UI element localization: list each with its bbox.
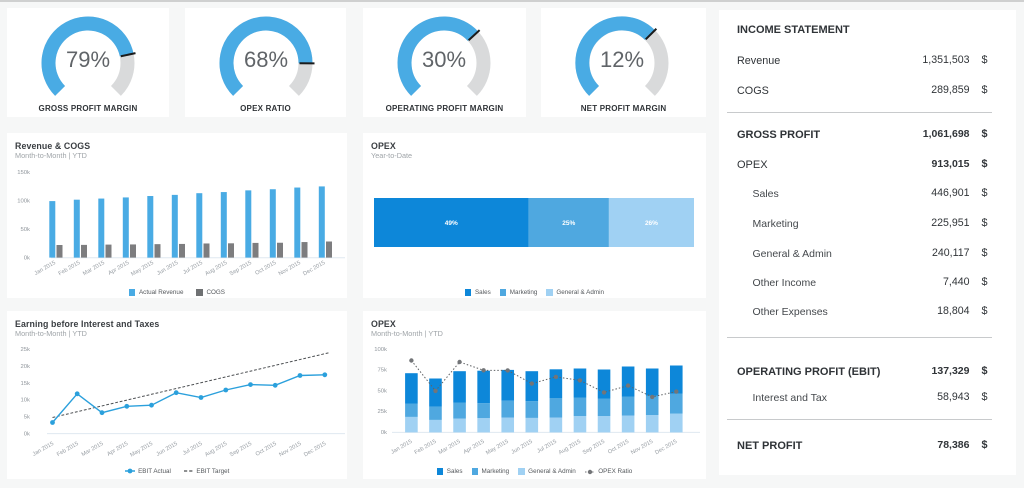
- svg-text:Jan 2015: Jan 2015: [390, 439, 413, 456]
- svg-text:Jul 2015: Jul 2015: [182, 441, 204, 457]
- svg-text:Sep 2015: Sep 2015: [582, 439, 606, 456]
- svg-text:Mar 2015: Mar 2015: [82, 260, 106, 277]
- svg-text:Oct 2015: Oct 2015: [255, 441, 278, 458]
- svg-text:Dec 2015: Dec 2015: [302, 260, 326, 277]
- svg-text:50k: 50k: [378, 388, 388, 394]
- svg-text:Feb 2015: Feb 2015: [58, 260, 82, 277]
- svg-text:Aug 2015: Aug 2015: [558, 439, 582, 456]
- svg-text:Nov 2015: Nov 2015: [278, 260, 302, 277]
- svg-text:Apr 2015: Apr 2015: [463, 439, 486, 456]
- svg-text:Jul 2015: Jul 2015: [182, 260, 204, 276]
- svg-text:30%: 30%: [422, 47, 466, 72]
- svg-text:0k: 0k: [24, 256, 30, 262]
- svg-text:0k: 0k: [24, 431, 30, 437]
- svg-text:26%: 26%: [645, 220, 658, 227]
- svg-text:79%: 79%: [66, 47, 110, 72]
- svg-text:15k: 15k: [21, 381, 31, 387]
- svg-text:100k: 100k: [374, 347, 387, 353]
- svg-text:May 2015: May 2015: [129, 441, 154, 459]
- svg-text:150k: 150k: [17, 170, 30, 176]
- svg-text:May 2015: May 2015: [485, 439, 510, 457]
- svg-text:12%: 12%: [600, 47, 644, 72]
- svg-text:Oct 2015: Oct 2015: [254, 260, 277, 277]
- svg-text:Feb 2015: Feb 2015: [56, 441, 80, 458]
- svg-text:Sep 2015: Sep 2015: [229, 441, 253, 458]
- svg-text:Jan 2015: Jan 2015: [34, 260, 57, 277]
- svg-text:Jul 2015: Jul 2015: [536, 439, 558, 455]
- svg-text:Jun 2015: Jun 2015: [156, 260, 179, 277]
- svg-text:Jun 2015: Jun 2015: [156, 441, 179, 458]
- svg-text:Nov 2015: Nov 2015: [630, 439, 654, 456]
- svg-text:50k: 50k: [21, 227, 31, 233]
- svg-text:68%: 68%: [244, 47, 288, 72]
- svg-text:Apr 2015: Apr 2015: [107, 260, 130, 277]
- svg-text:Apr 2015: Apr 2015: [106, 441, 129, 458]
- svg-text:Dec 2015: Dec 2015: [654, 439, 678, 456]
- svg-text:Jan 2015: Jan 2015: [32, 441, 55, 458]
- svg-text:25%: 25%: [562, 220, 575, 227]
- svg-text:5k: 5k: [24, 414, 30, 420]
- svg-text:20k: 20k: [21, 364, 31, 370]
- svg-text:49%: 49%: [445, 220, 458, 227]
- svg-text:Feb 2015: Feb 2015: [414, 439, 438, 456]
- svg-text:Oct 2015: Oct 2015: [607, 439, 630, 456]
- svg-text:0k: 0k: [381, 430, 387, 436]
- svg-text:100k: 100k: [17, 199, 30, 205]
- svg-text:May 2015: May 2015: [130, 260, 155, 278]
- svg-text:25k: 25k: [378, 409, 388, 415]
- svg-text:Mar 2015: Mar 2015: [81, 441, 105, 458]
- svg-text:10k: 10k: [21, 398, 31, 404]
- svg-text:Jun 2015: Jun 2015: [511, 439, 534, 456]
- svg-text:Aug 2015: Aug 2015: [204, 441, 228, 458]
- svg-text:Nov 2015: Nov 2015: [278, 441, 302, 458]
- svg-text:Sep 2015: Sep 2015: [229, 260, 253, 277]
- svg-text:Dec 2015: Dec 2015: [303, 441, 327, 458]
- svg-text:25k: 25k: [21, 347, 31, 353]
- svg-text:75k: 75k: [378, 368, 388, 374]
- svg-text:Mar 2015: Mar 2015: [438, 439, 462, 456]
- svg-text:Aug 2015: Aug 2015: [204, 260, 228, 277]
